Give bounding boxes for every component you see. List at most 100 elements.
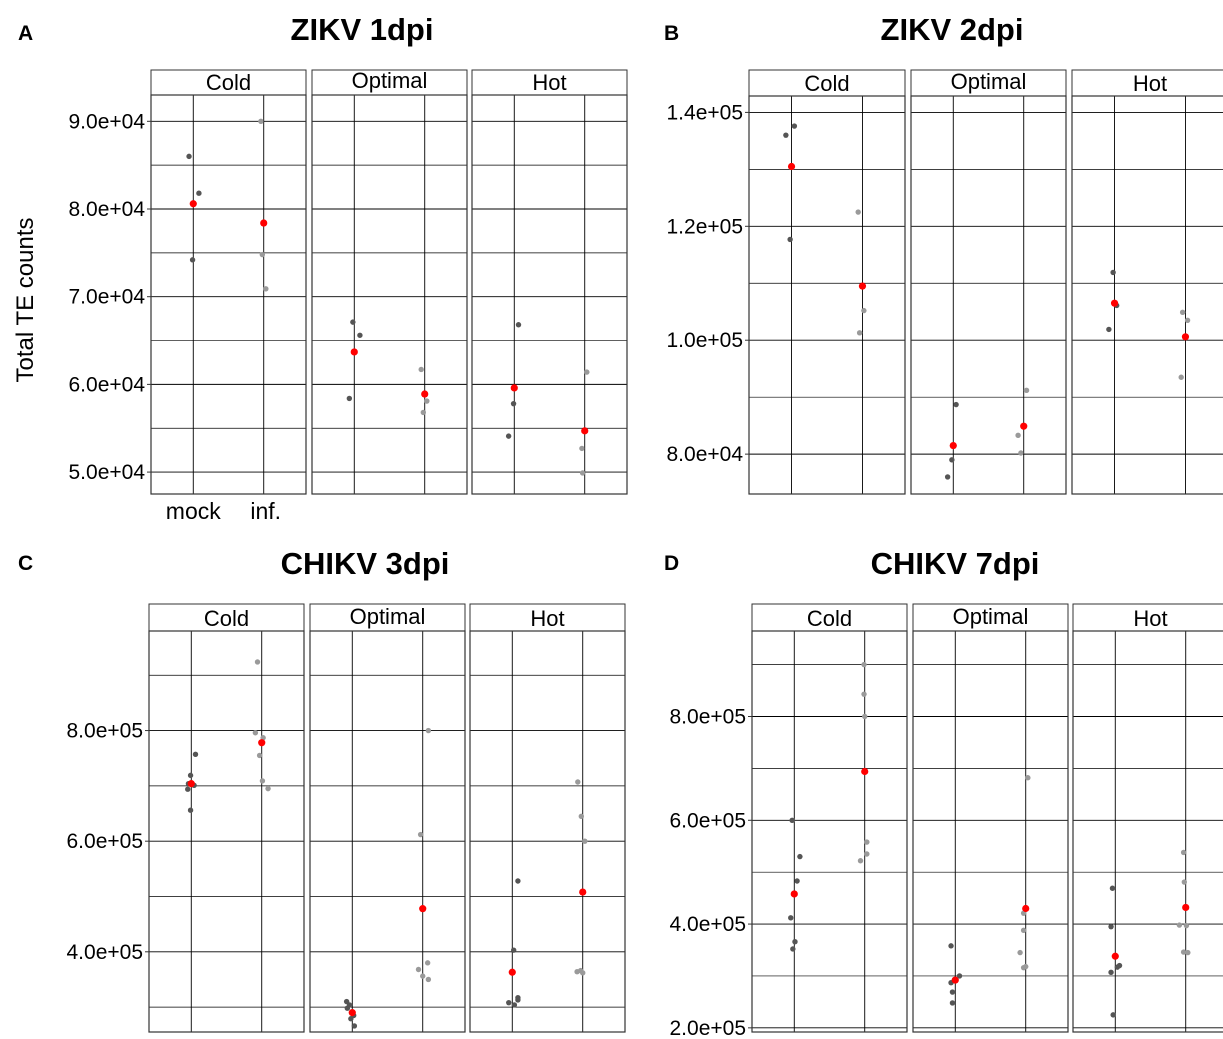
data-point [792, 939, 798, 945]
facet-background [470, 631, 625, 1032]
data-point [584, 369, 590, 375]
data-point [1178, 374, 1184, 380]
data-point [346, 395, 353, 402]
facet-border [748, 95, 906, 495]
facet-strip-label: Optimal [352, 68, 428, 93]
facet-background [913, 631, 1068, 1032]
data-point [420, 409, 427, 416]
y-tick-label: 4.0e+05 [670, 913, 747, 936]
data-point [511, 1002, 518, 1008]
data-point [861, 661, 867, 668]
facet-strip-label: Optimal [951, 69, 1027, 94]
facet-hot: Hot [1072, 603, 1223, 1033]
mean-point [189, 200, 197, 208]
panel-a: ZIKV 1dpi A Cold Optimal Hot 5.0e+04 6.0e+04 7.… [18, 12, 628, 524]
data-point [506, 999, 512, 1006]
data-point [787, 236, 793, 243]
panel-title: ZIKV 1dpi [291, 12, 434, 47]
facet-border [910, 95, 1067, 495]
mean-point [790, 890, 798, 898]
data-point [949, 989, 956, 995]
facet-cold: Cold [148, 603, 305, 1033]
data-point [259, 251, 266, 258]
data-point [1181, 879, 1188, 885]
mean-point [348, 1009, 356, 1017]
facet-strip [751, 603, 908, 632]
mean-point [508, 968, 516, 976]
facet-background [752, 631, 907, 1032]
data-point [350, 319, 356, 325]
mean-point [1181, 333, 1190, 341]
facet-background [1072, 96, 1223, 494]
y-tick-label: 5.0e+04 [69, 461, 146, 484]
data-point [425, 727, 432, 734]
panel-letter: C [18, 552, 33, 575]
data-point [357, 332, 363, 338]
data-point [944, 474, 951, 480]
facet-background [151, 95, 306, 494]
data-point [789, 817, 795, 823]
data-point [1023, 387, 1030, 394]
panel-d: CHIKV 7dpi D Cold Optimal Hot 2.0e+05 4.0e+05 6… [664, 546, 1223, 1039]
data-point [515, 322, 522, 328]
data-point [187, 772, 194, 779]
data-point [1025, 775, 1031, 781]
data-point [949, 1000, 956, 1006]
mean-point [1111, 952, 1119, 960]
facet-optimal: Optimal [910, 69, 1067, 495]
data-point [862, 713, 868, 720]
facet-strip-label: Optimal [350, 604, 426, 629]
facet-hot: Hot [469, 603, 626, 1033]
data-point [783, 132, 789, 138]
data-point [418, 366, 424, 373]
data-point [515, 878, 521, 884]
data-point [510, 400, 517, 407]
data-point [856, 330, 863, 336]
facet-strip [1072, 603, 1223, 632]
panel-title: ZIKV 2dpi [881, 12, 1024, 47]
data-point [791, 123, 798, 129]
panel-letter: D [664, 552, 679, 575]
data-point [260, 735, 266, 741]
facet-hot: Hot [1071, 69, 1223, 495]
facet-optimal: Optimal [912, 603, 1069, 1033]
facet-strip-label: Cold [206, 70, 251, 95]
facet-background [310, 631, 465, 1032]
data-point [424, 398, 430, 404]
data-point [1180, 949, 1187, 955]
data-point [510, 947, 517, 953]
mean-point [949, 441, 957, 450]
facet-border [311, 94, 468, 495]
data-point [424, 960, 431, 966]
data-point [259, 778, 266, 784]
mean-point [1110, 299, 1119, 307]
mean-point [1020, 422, 1028, 430]
facet-cold: Cold [150, 69, 307, 495]
data-point [579, 470, 586, 476]
facet-cold: Cold [748, 69, 906, 495]
facet-strip [910, 69, 1067, 97]
facet-border [912, 630, 1069, 1033]
data-point [1179, 309, 1186, 316]
y-tick-label: 6.0e+05 [67, 830, 144, 853]
facet-strip-label: Hot [1133, 71, 1167, 96]
data-point [196, 190, 202, 196]
mean-point [579, 888, 587, 896]
data-point [861, 307, 867, 314]
mean-point [350, 348, 358, 356]
panel-c: CHIKV 3dpi C Cold Optimal Hot 4.0e+05 6.0e+05 8… [18, 546, 626, 1033]
y-tick-label: 2.0e+05 [670, 1017, 747, 1039]
data-point [415, 966, 422, 973]
facet-strip-label: Hot [532, 70, 566, 95]
facet-border [148, 630, 305, 1033]
data-point [254, 659, 261, 665]
y-tick-label: 8.0e+04 [69, 198, 146, 221]
mean-point [258, 739, 266, 747]
data-point [1020, 927, 1027, 933]
data-point [578, 813, 585, 819]
data-point [1185, 949, 1191, 956]
mean-point [187, 780, 195, 788]
facet-strip [471, 69, 628, 96]
data-point [263, 286, 269, 292]
data-point [185, 786, 191, 792]
